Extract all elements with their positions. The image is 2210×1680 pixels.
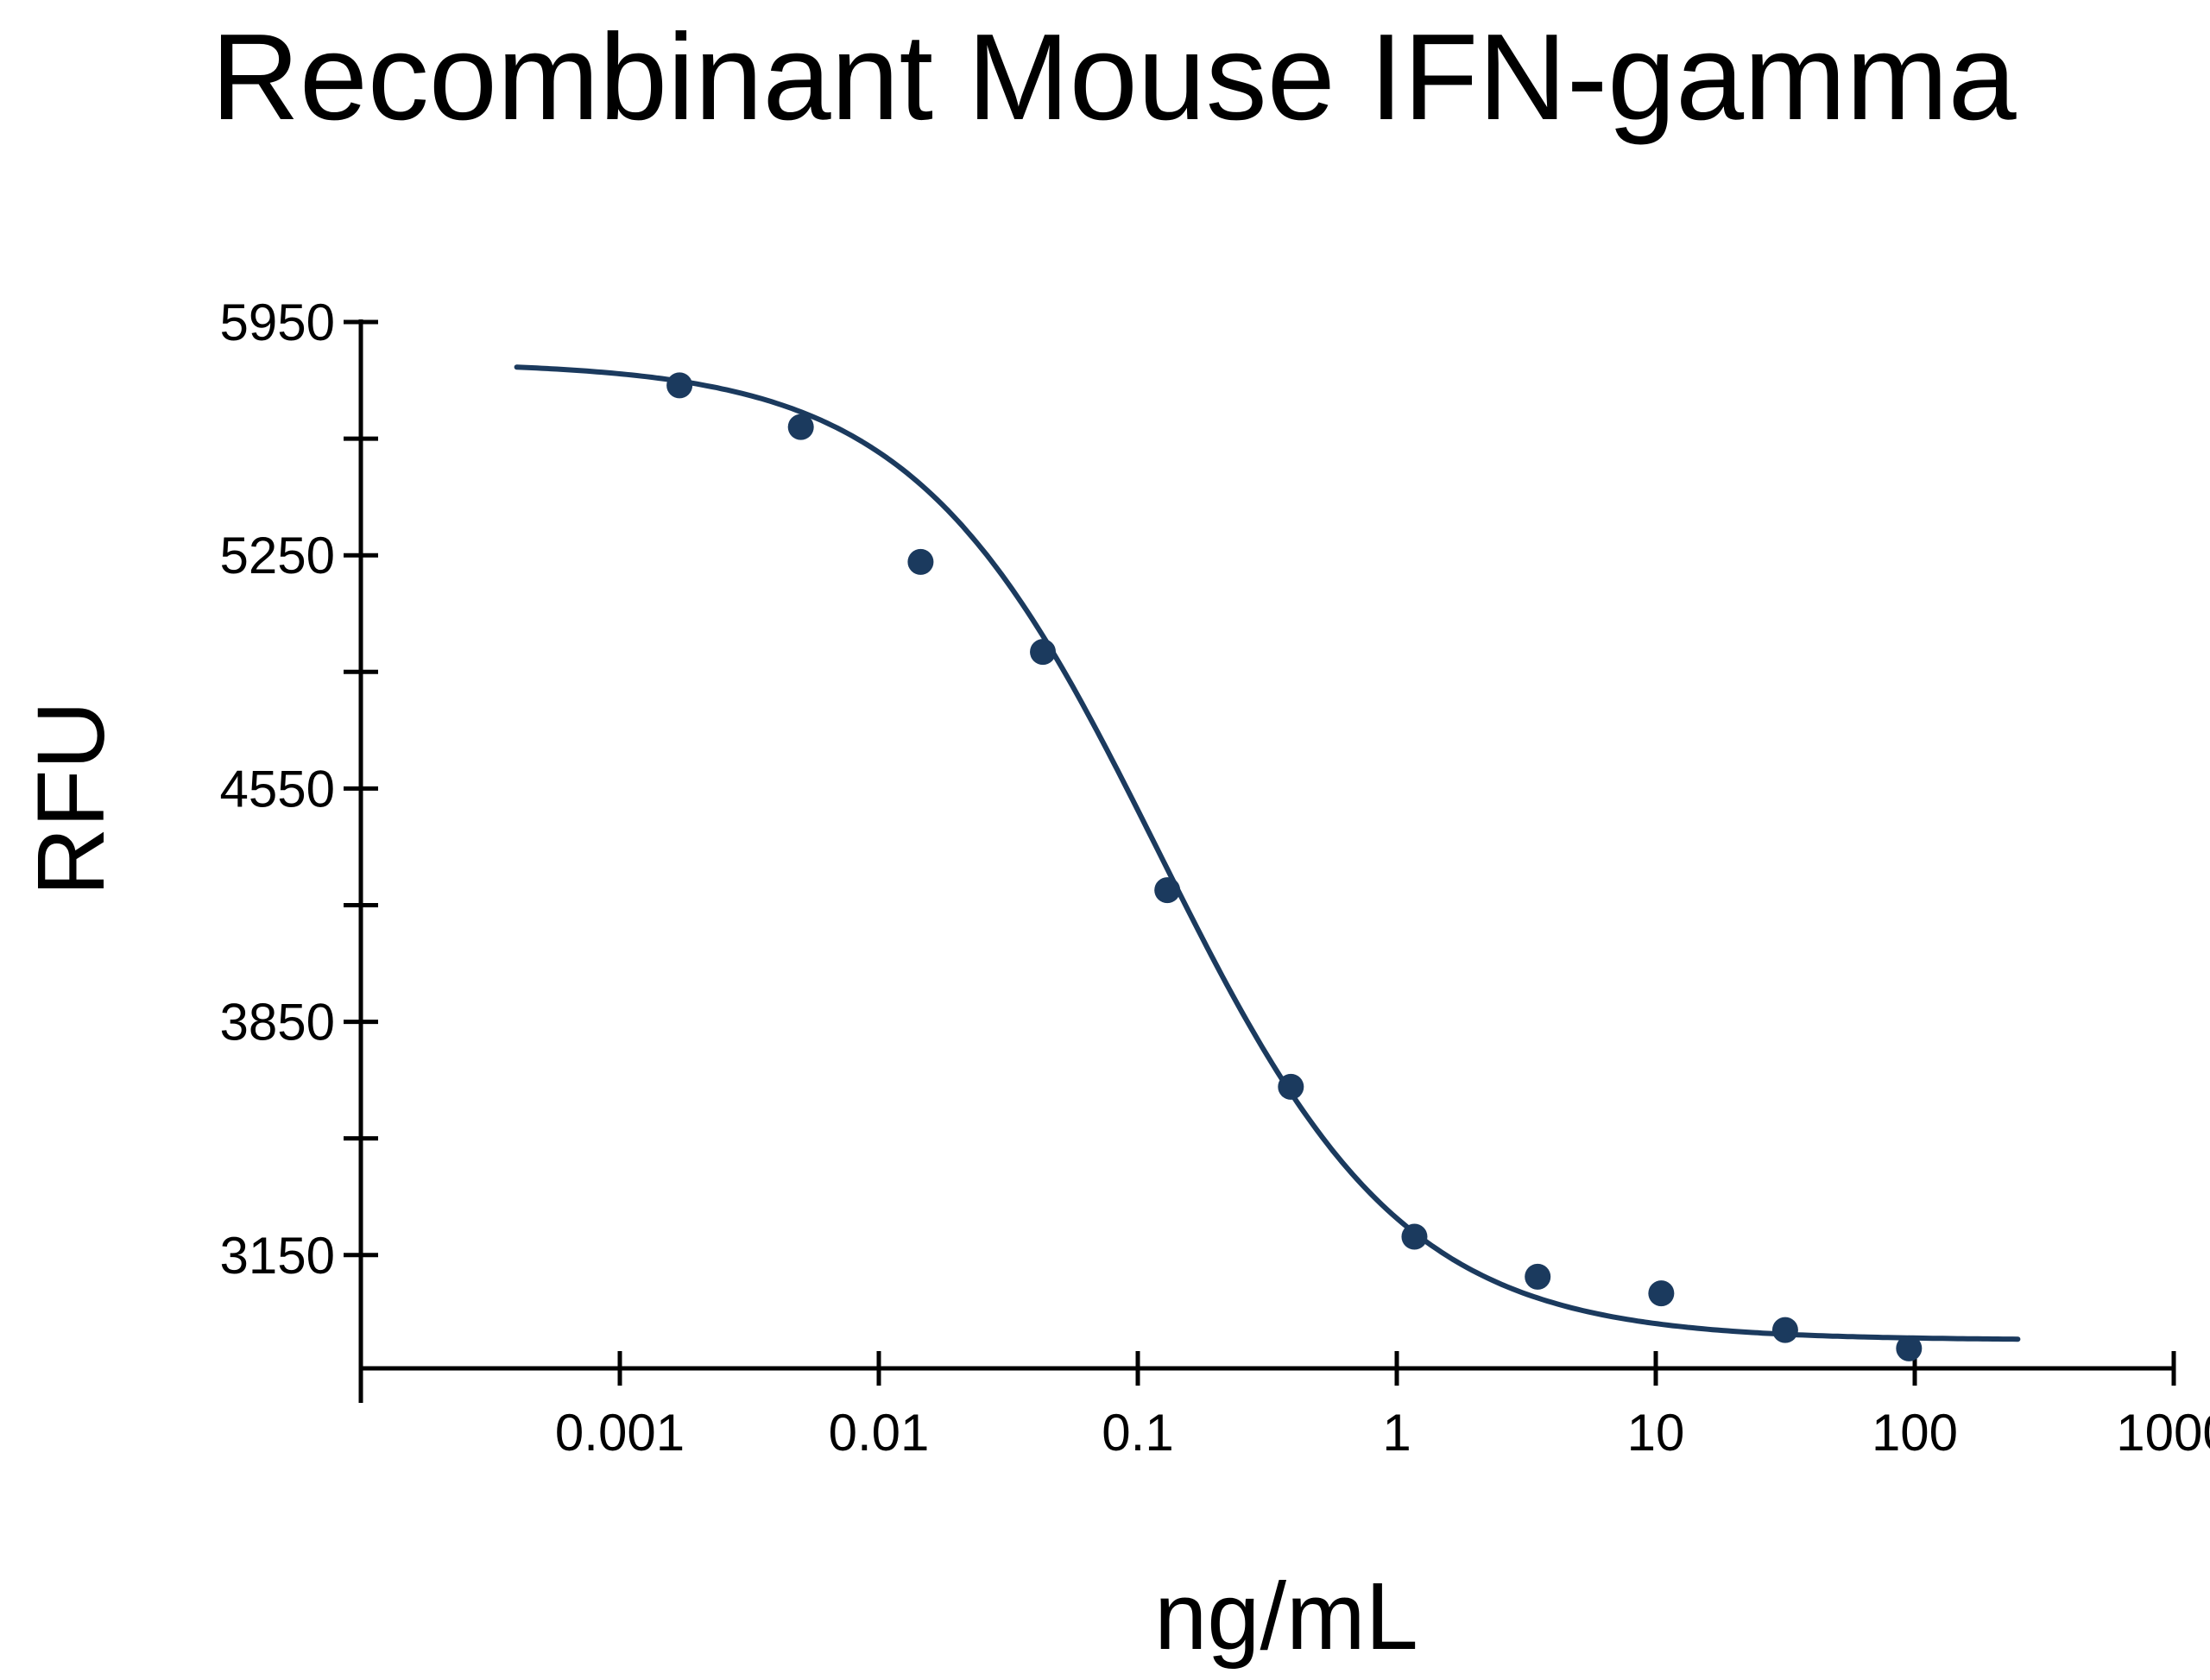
x-tick-label: 100 (1872, 1404, 1958, 1462)
x-axis: 0.001 0.01 0.1 1 10 100 1000 (361, 1351, 2210, 1462)
y-tick-label: 3150 (220, 1227, 335, 1285)
data-point (1771, 1317, 1798, 1343)
data-point (1648, 1280, 1675, 1307)
data-point (1278, 1073, 1304, 1100)
fit-curve (514, 364, 2021, 1342)
y-ticks: 5950 5250 4550 3850 3150 (220, 294, 378, 1285)
data-point (1896, 1335, 1923, 1361)
y-axis: 5950 5250 4550 3850 3150 (220, 294, 378, 1403)
data-point (1401, 1223, 1428, 1250)
x-ticks: 0.001 0.01 0.1 1 10 100 1000 (555, 1351, 2210, 1462)
y-axis-label: RFU (18, 701, 124, 896)
x-tick-label: 0.1 (1102, 1404, 1173, 1462)
data-point (787, 414, 814, 440)
chart-title: Recombinant Mouse IFN-gamma (211, 9, 2016, 146)
data-point (1154, 877, 1181, 904)
x-tick-label: 1 (1382, 1404, 1411, 1462)
data-point (1525, 1263, 1551, 1290)
y-tick-label: 5950 (220, 294, 335, 351)
data-point (1030, 639, 1057, 666)
y-tick-label: 5250 (220, 527, 335, 584)
x-tick-label: 10 (1627, 1404, 1685, 1462)
x-tick-label: 1000 (2116, 1404, 2210, 1462)
y-tick-label: 3850 (220, 994, 335, 1052)
data-point (907, 548, 934, 575)
plot-area (514, 364, 2021, 1361)
x-axis-label: ng/mL (1154, 1563, 1418, 1670)
x-tick-label: 0.01 (829, 1404, 930, 1462)
data-point (666, 372, 693, 399)
x-tick-label: 0.001 (555, 1404, 685, 1462)
y-tick-label: 4550 (220, 760, 335, 818)
